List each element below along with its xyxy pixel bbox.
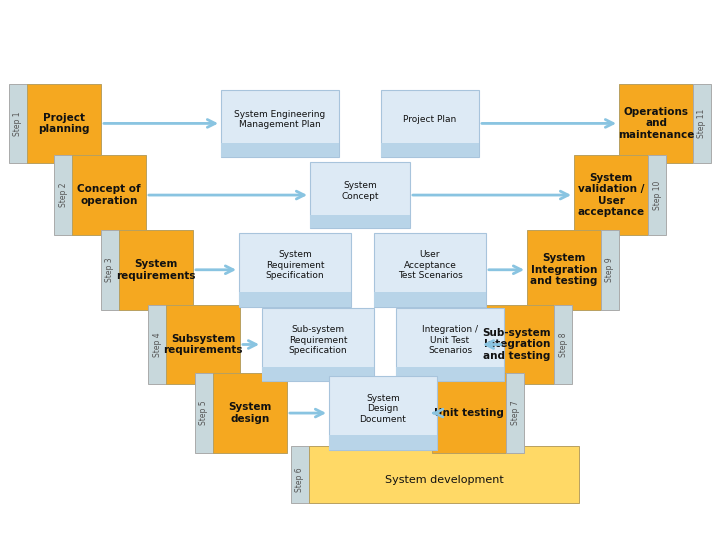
FancyBboxPatch shape [221, 90, 339, 157]
Text: System
Design
Document: System Design Document [359, 394, 406, 423]
Text: Concept of
operation: Concept of operation [77, 184, 141, 206]
FancyBboxPatch shape [101, 230, 119, 310]
FancyBboxPatch shape [396, 367, 504, 381]
FancyBboxPatch shape [54, 155, 72, 235]
FancyBboxPatch shape [601, 230, 619, 310]
Text: Step 2: Step 2 [58, 183, 68, 207]
Text: Step 10: Step 10 [652, 180, 662, 210]
FancyBboxPatch shape [221, 144, 339, 157]
FancyBboxPatch shape [374, 292, 486, 307]
Text: System
design: System design [228, 402, 271, 424]
Text: System Engineering
Management Plan: System Engineering Management Plan [235, 110, 325, 129]
FancyBboxPatch shape [310, 162, 410, 228]
FancyBboxPatch shape [262, 367, 374, 381]
FancyBboxPatch shape [72, 155, 146, 235]
FancyBboxPatch shape [166, 305, 240, 384]
Text: User
Acceptance
Test Scenarios: User Acceptance Test Scenarios [397, 251, 462, 280]
FancyBboxPatch shape [213, 373, 287, 453]
Text: L4: SAD Methodologies: L4: SAD Methodologies [594, 520, 707, 530]
Text: Project
planning: Project planning [38, 113, 90, 134]
Text: Step 8: Step 8 [559, 332, 567, 357]
FancyBboxPatch shape [262, 308, 374, 381]
Text: System
requirements: System requirements [116, 259, 196, 281]
FancyBboxPatch shape [381, 144, 479, 157]
FancyBboxPatch shape [574, 155, 648, 235]
Text: 1. System Engineering Management Plan (SEMP): 1. System Engineering Management Plan (S… [9, 43, 505, 61]
FancyBboxPatch shape [310, 215, 410, 228]
Text: Sub-system
Integration
and testing: Sub-system Integration and testing [482, 328, 552, 361]
Text: Step 3: Step 3 [106, 258, 114, 282]
FancyBboxPatch shape [527, 230, 601, 310]
Text: Step 4: Step 4 [153, 332, 161, 357]
FancyBboxPatch shape [239, 292, 351, 307]
FancyBboxPatch shape [309, 446, 579, 503]
Text: System
Concept: System Concept [341, 181, 379, 201]
Text: Step 5: Step 5 [199, 401, 209, 426]
FancyBboxPatch shape [554, 305, 572, 384]
Text: Step 1: Step 1 [14, 111, 22, 136]
Text: Step 7: Step 7 [510, 401, 520, 426]
Text: Subsystem
requirements: Subsystem requirements [163, 334, 243, 355]
Text: System
Integration
and testing: System Integration and testing [531, 253, 598, 286]
Text: Integration /
Unit Test
Scenarios: Integration / Unit Test Scenarios [422, 325, 478, 355]
FancyBboxPatch shape [506, 373, 524, 453]
FancyBboxPatch shape [291, 446, 309, 503]
Text: System
Requirement
Specification: System Requirement Specification [266, 251, 324, 280]
FancyBboxPatch shape [329, 435, 437, 450]
FancyBboxPatch shape [119, 230, 193, 310]
Text: Operations
and
maintenance: Operations and maintenance [618, 107, 694, 140]
FancyBboxPatch shape [432, 373, 506, 453]
FancyBboxPatch shape [619, 84, 693, 163]
Text: Faculty of Transportation Sciences, CTU: Faculty of Transportation Sciences, CTU [516, 10, 709, 20]
Text: Step 9: Step 9 [606, 258, 614, 282]
Text: System development: System development [384, 475, 503, 484]
FancyBboxPatch shape [396, 308, 504, 381]
FancyBboxPatch shape [329, 376, 437, 450]
Text: Sub-system
Requirement
Specification: Sub-system Requirement Specification [289, 325, 347, 355]
FancyBboxPatch shape [9, 84, 27, 163]
FancyBboxPatch shape [693, 84, 711, 163]
FancyBboxPatch shape [381, 90, 479, 157]
FancyBboxPatch shape [648, 155, 666, 235]
Text: Telematics systems and their design: Telematics systems and their design [11, 10, 189, 20]
Text: Unit testing: Unit testing [434, 408, 504, 418]
FancyBboxPatch shape [374, 233, 486, 307]
Text: Step 6: Step 6 [295, 467, 305, 492]
FancyBboxPatch shape [239, 233, 351, 307]
FancyBboxPatch shape [27, 84, 101, 163]
Text: Step 11: Step 11 [698, 109, 706, 138]
Text: Project Plan: Project Plan [403, 115, 456, 124]
FancyBboxPatch shape [480, 305, 554, 384]
Text: page 50: page 50 [670, 520, 709, 530]
Text: System
validation /
User
acceptance: System validation / User acceptance [577, 173, 644, 218]
FancyBboxPatch shape [148, 305, 166, 384]
FancyBboxPatch shape [195, 373, 213, 453]
Text: Ondřej Přibyl: Ondřej Přibyl [11, 520, 73, 530]
